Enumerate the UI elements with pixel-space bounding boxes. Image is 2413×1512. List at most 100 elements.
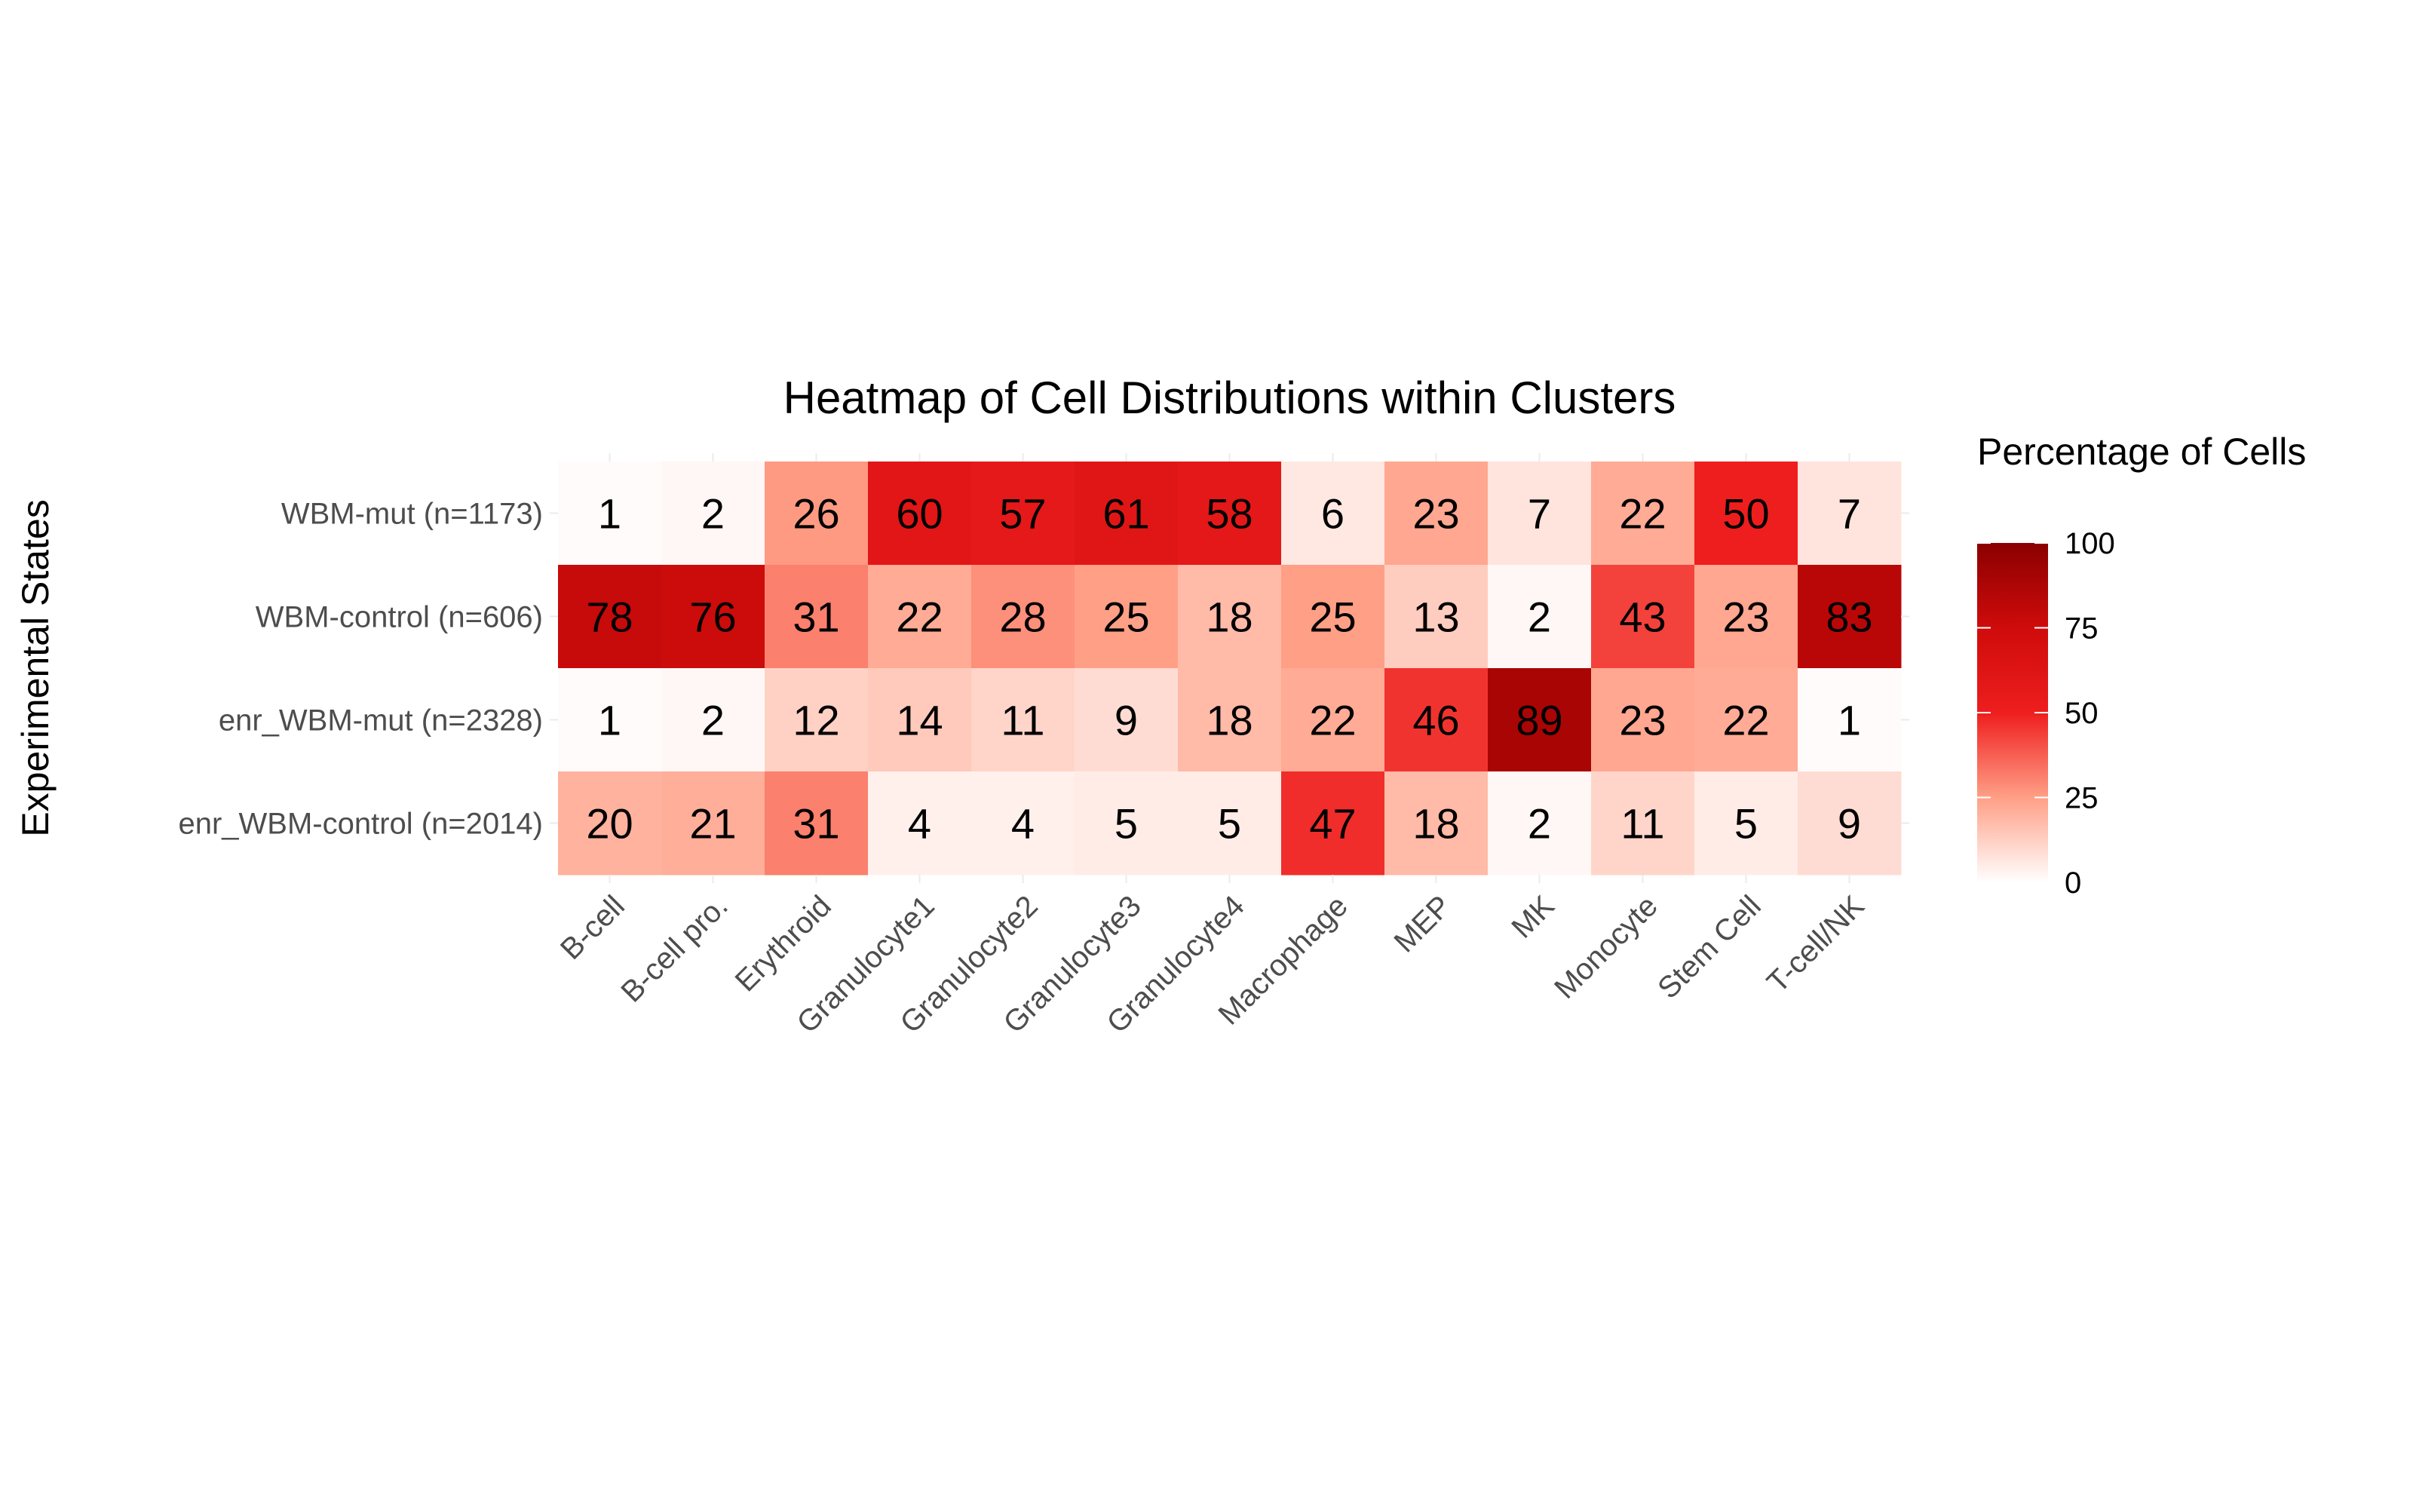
- heatmap-cell: [971, 462, 1075, 566]
- heatmap-cell: [765, 462, 869, 566]
- heatmap-cell: [661, 565, 765, 669]
- heatmap-cells: 1 2 26 60 57 61 58 6 23 7 22 50 778 76 31 22 28 25 18 25 13 2…: [558, 462, 1902, 876]
- heatmap-cell: [1694, 668, 1798, 772]
- cell-value-label: 14: [896, 697, 943, 744]
- heatmap-cell: [971, 771, 1075, 876]
- y-tick-label: enr_WBM-control (n=2014): [178, 808, 543, 841]
- heatmap-cell: [661, 462, 765, 566]
- heatmap-cell: [1178, 565, 1282, 669]
- heatmap-cell: [765, 668, 869, 772]
- cell-value-label: 23: [1722, 593, 1769, 641]
- heatmap-cell: [1591, 565, 1695, 669]
- heatmap-cell: [558, 771, 662, 876]
- cell-value-label: 4: [1011, 800, 1035, 848]
- heatmap-cell: [1178, 771, 1282, 876]
- heatmap-cell: [971, 668, 1075, 772]
- y-axis-title: Experimental States: [14, 499, 57, 836]
- heatmap-cell: [661, 771, 765, 876]
- heatmap-cell: [1075, 462, 1179, 566]
- cell-value-label: 1: [1838, 697, 1861, 744]
- cell-value-label: 7: [1528, 490, 1551, 538]
- legend-tick-label: 100: [2065, 527, 2115, 560]
- heatmap-cell: [1798, 771, 1902, 876]
- heatmap-cell: [1798, 565, 1902, 669]
- heatmap-cell: [1488, 668, 1592, 772]
- cell-value-label: 12: [793, 697, 839, 744]
- cell-value-label: 28: [999, 593, 1046, 641]
- y-tick-label: enr_WBM-mut (n=2328): [219, 704, 543, 738]
- y-tick-label: WBM-mut (n=1173): [281, 498, 543, 531]
- cell-value-label: 26: [793, 490, 839, 538]
- heatmap-cell: [1384, 668, 1489, 772]
- cell-value-label: 43: [1619, 593, 1666, 641]
- heatmap-cell: [1591, 668, 1695, 772]
- cell-value-label: 57: [999, 490, 1046, 538]
- cell-value-label: 31: [793, 800, 839, 848]
- cell-value-label: 50: [1722, 490, 1769, 538]
- legend-title: Percentage of Cells: [1977, 431, 2306, 473]
- heatmap-cell: [1178, 668, 1282, 772]
- heatmap-cell: [1178, 462, 1282, 566]
- heatmap-cell: [1798, 462, 1902, 566]
- cell-value-label: 76: [689, 593, 736, 641]
- chart-title: Heatmap of Cell Distributions within Clu…: [783, 373, 1676, 423]
- heatmap-cell: [1075, 771, 1179, 876]
- cell-value-label: 6: [1321, 490, 1344, 538]
- cell-value-label: 25: [1102, 593, 1149, 641]
- cell-value-label: 25: [1309, 593, 1356, 641]
- cell-value-label: 22: [1722, 697, 1769, 744]
- heatmap-cell: [765, 565, 869, 669]
- heatmap-cell: [1281, 565, 1385, 669]
- cell-value-label: 21: [689, 800, 736, 848]
- cell-value-label: 83: [1826, 593, 1872, 641]
- cell-value-label: 2: [701, 490, 725, 538]
- y-tick-label: WBM-control (n=606): [256, 601, 543, 634]
- cell-value-label: 4: [908, 800, 931, 848]
- x-tick-label: B-cell: [554, 889, 631, 966]
- heatmap-cell: [558, 462, 662, 566]
- cell-value-label: 2: [1528, 593, 1551, 641]
- heatmap-cell: [1488, 565, 1592, 669]
- cell-value-label: 46: [1412, 697, 1459, 744]
- legend-tick-label: 50: [2065, 697, 2099, 730]
- heatmap-cell: [1798, 668, 1902, 772]
- cell-value-label: 22: [896, 593, 943, 641]
- heatmap-cell: [558, 668, 662, 772]
- cell-value-label: 23: [1412, 490, 1459, 538]
- cell-value-label: 18: [1206, 697, 1252, 744]
- x-tick-label: Monocyte: [1548, 889, 1664, 1005]
- heatmap-cell: [1384, 462, 1489, 566]
- cell-value-label: 22: [1619, 490, 1666, 538]
- cell-value-label: 61: [1102, 490, 1149, 538]
- cell-value-label: 2: [1528, 800, 1551, 848]
- cell-value-label: 89: [1516, 697, 1562, 744]
- heatmap-cell: [1488, 462, 1592, 566]
- heatmap-cell: [1694, 565, 1798, 669]
- cell-value-label: 9: [1838, 800, 1861, 848]
- cell-value-label: 5: [1218, 800, 1241, 848]
- cell-value-label: 23: [1619, 697, 1666, 744]
- heatmap-cell: [1694, 462, 1798, 566]
- heatmap-cell: [1075, 565, 1179, 669]
- heatmap-cell: [661, 668, 765, 772]
- heatmap-cell: [1694, 771, 1798, 876]
- heatmap-cell: [1384, 771, 1489, 876]
- x-tick-label: Stem Cell: [1651, 889, 1768, 1005]
- heatmap-cell: [868, 462, 972, 566]
- cell-value-label: 13: [1412, 593, 1459, 641]
- x-tick-label: MEP: [1387, 889, 1457, 958]
- heatmap-cell: [868, 565, 972, 669]
- cell-value-label: 1: [598, 697, 621, 744]
- heatmap-cell: [1281, 462, 1385, 566]
- x-tick-label: T-cell/NK: [1761, 889, 1871, 999]
- cell-value-label: 11: [1620, 800, 1664, 848]
- cell-value-label: 7: [1838, 490, 1861, 538]
- cell-value-label: 47: [1309, 800, 1356, 848]
- heatmap-cell: [868, 771, 972, 876]
- x-tick-label: MK: [1505, 889, 1561, 945]
- heatmap-cell: [1281, 668, 1385, 772]
- heatmap-cell: [1591, 771, 1695, 876]
- cell-value-label: 20: [586, 800, 633, 848]
